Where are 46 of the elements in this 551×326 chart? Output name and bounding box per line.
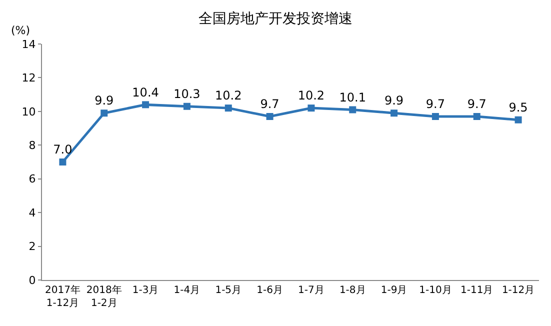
data-label: 9.9 bbox=[384, 94, 404, 108]
x-tick-label: 1-9月 bbox=[380, 285, 408, 296]
x-tick-label: 1-11月 bbox=[460, 285, 494, 296]
x-tick-label: 1-5月 bbox=[215, 285, 242, 296]
point bbox=[100, 110, 108, 117]
point bbox=[473, 112, 480, 120]
point bbox=[514, 116, 522, 124]
y-tick-label: 12 bbox=[22, 72, 36, 85]
y-tick-label: 8 bbox=[28, 138, 36, 152]
data-label: 9.5 bbox=[508, 100, 528, 114]
point bbox=[266, 112, 274, 120]
chart-title: 全国房地产开发投资增速 bbox=[198, 10, 352, 27]
x-tick-label: 1-3月 bbox=[132, 285, 159, 296]
point bbox=[349, 106, 356, 114]
y-tick-label: 6 bbox=[28, 172, 36, 186]
x-tick-label: 1-4月 bbox=[174, 285, 200, 296]
y-tick-label: 2 bbox=[28, 240, 36, 254]
data-label: 10.4 bbox=[132, 85, 159, 100]
y-tick-label: 14 bbox=[22, 38, 36, 51]
data-label: 10.1 bbox=[339, 90, 366, 104]
x-tick-label: 1-8月 bbox=[339, 285, 366, 296]
y-tick-label: 10 bbox=[22, 105, 36, 118]
x-tick-label: 1-7月 bbox=[298, 285, 324, 296]
point bbox=[224, 104, 232, 112]
y-tick-label: 0 bbox=[28, 274, 36, 287]
point bbox=[142, 101, 150, 108]
data-label: 10.2 bbox=[215, 88, 242, 103]
data-label: 10.3 bbox=[174, 86, 200, 101]
y-tick-label: 4 bbox=[28, 206, 36, 220]
x-tick-label: 2018年 1-2月 bbox=[86, 284, 122, 309]
data-label: 7.0 bbox=[53, 142, 72, 157]
x-tick-label: 2017年 1-12月 bbox=[44, 284, 80, 309]
x-tick-label: 1-12月 bbox=[502, 285, 535, 296]
point bbox=[308, 104, 315, 112]
y-axis-title: (%) bbox=[11, 24, 30, 37]
point bbox=[432, 112, 439, 120]
data-label: 9.9 bbox=[94, 94, 114, 108]
point bbox=[390, 110, 398, 117]
x-tick-label: 1-10月 bbox=[419, 285, 452, 296]
data-label: 9.7 bbox=[260, 97, 280, 112]
x-tick-label: 1-6月 bbox=[256, 285, 283, 296]
data-label: 9.7 bbox=[426, 97, 446, 112]
data-label: 9.7 bbox=[467, 97, 486, 112]
point bbox=[183, 102, 190, 110]
data-label: 10.2 bbox=[298, 88, 325, 103]
point bbox=[59, 158, 66, 166]
